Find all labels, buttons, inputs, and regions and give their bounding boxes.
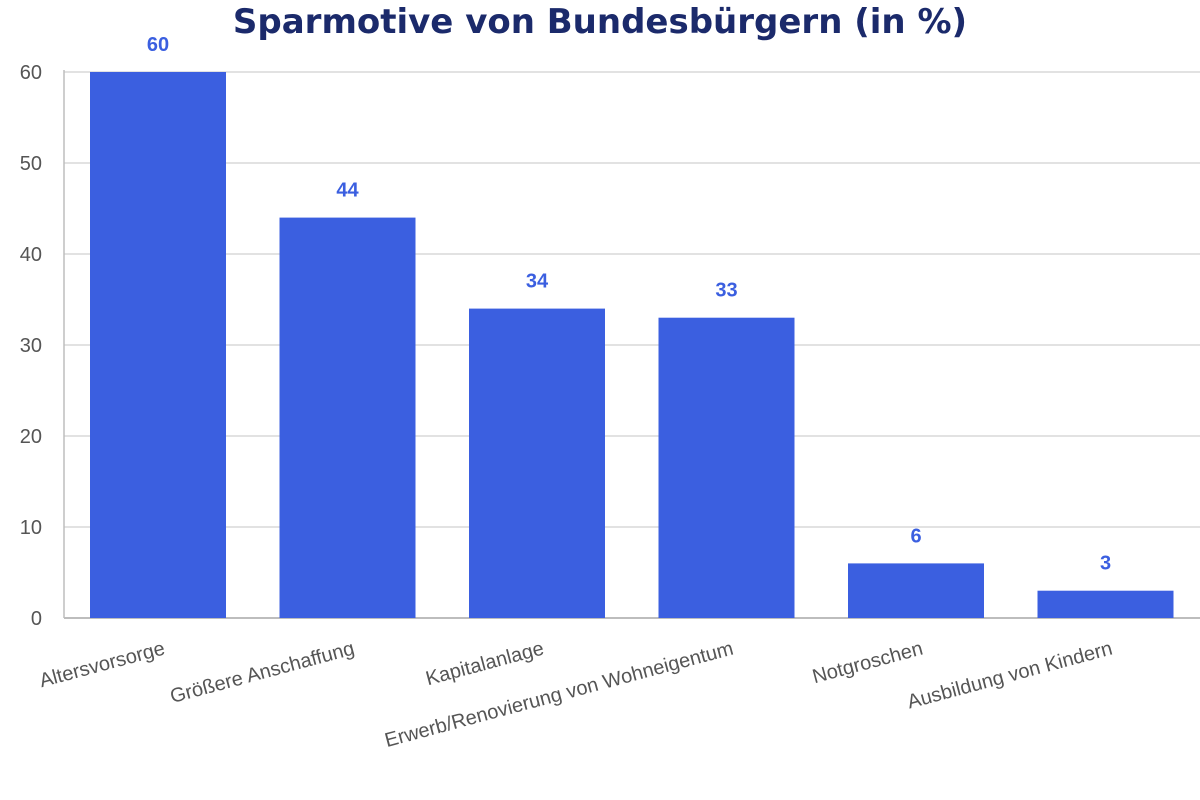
y-tick-label: 0: [31, 608, 42, 630]
y-tick-label: 20: [20, 426, 42, 448]
y-axis: 0 10 20 30 40 50 60: [20, 62, 42, 630]
bar[interactable]: [848, 563, 984, 618]
data-label: 33: [715, 280, 737, 302]
y-tick-label: 10: [20, 517, 42, 539]
bar[interactable]: [279, 217, 416, 618]
y-tick-label: 50: [20, 153, 42, 175]
chart-title: Sparmotive von Bundesbürgern (in %): [233, 2, 967, 42]
bar[interactable]: [469, 308, 605, 618]
data-label: 3: [1100, 553, 1111, 575]
x-tick-label: Altersvorsorge: [37, 638, 167, 693]
data-label: 44: [336, 180, 359, 202]
y-tick-label: 60: [20, 62, 42, 84]
x-tick-label: Größere Anschaffung: [168, 638, 357, 708]
x-tick-label: Kapitalanlage: [424, 638, 547, 691]
data-label: 34: [526, 271, 549, 293]
grid-layer: [63, 70, 1200, 619]
y-tick-label: 40: [20, 244, 42, 266]
bar[interactable]: [1037, 590, 1174, 618]
x-tick-label: Ausbildung von Kindern: [905, 638, 1115, 714]
data-labels-layer: 60 44 34 33 6 3: [147, 34, 1111, 575]
data-label: 6: [910, 525, 921, 547]
data-label: 60: [147, 34, 169, 56]
bar[interactable]: [90, 72, 226, 618]
y-tick-label: 30: [20, 335, 42, 357]
x-axis: Altersvorsorge Größere Anschaffung Kapital…: [37, 638, 1115, 752]
x-tick-label: Erwerb/Renovierung von Wohneigentum: [383, 638, 736, 752]
bar[interactable]: [658, 317, 795, 618]
bars-layer: [90, 72, 1174, 618]
x-tick-label: Notgroschen: [810, 638, 925, 689]
